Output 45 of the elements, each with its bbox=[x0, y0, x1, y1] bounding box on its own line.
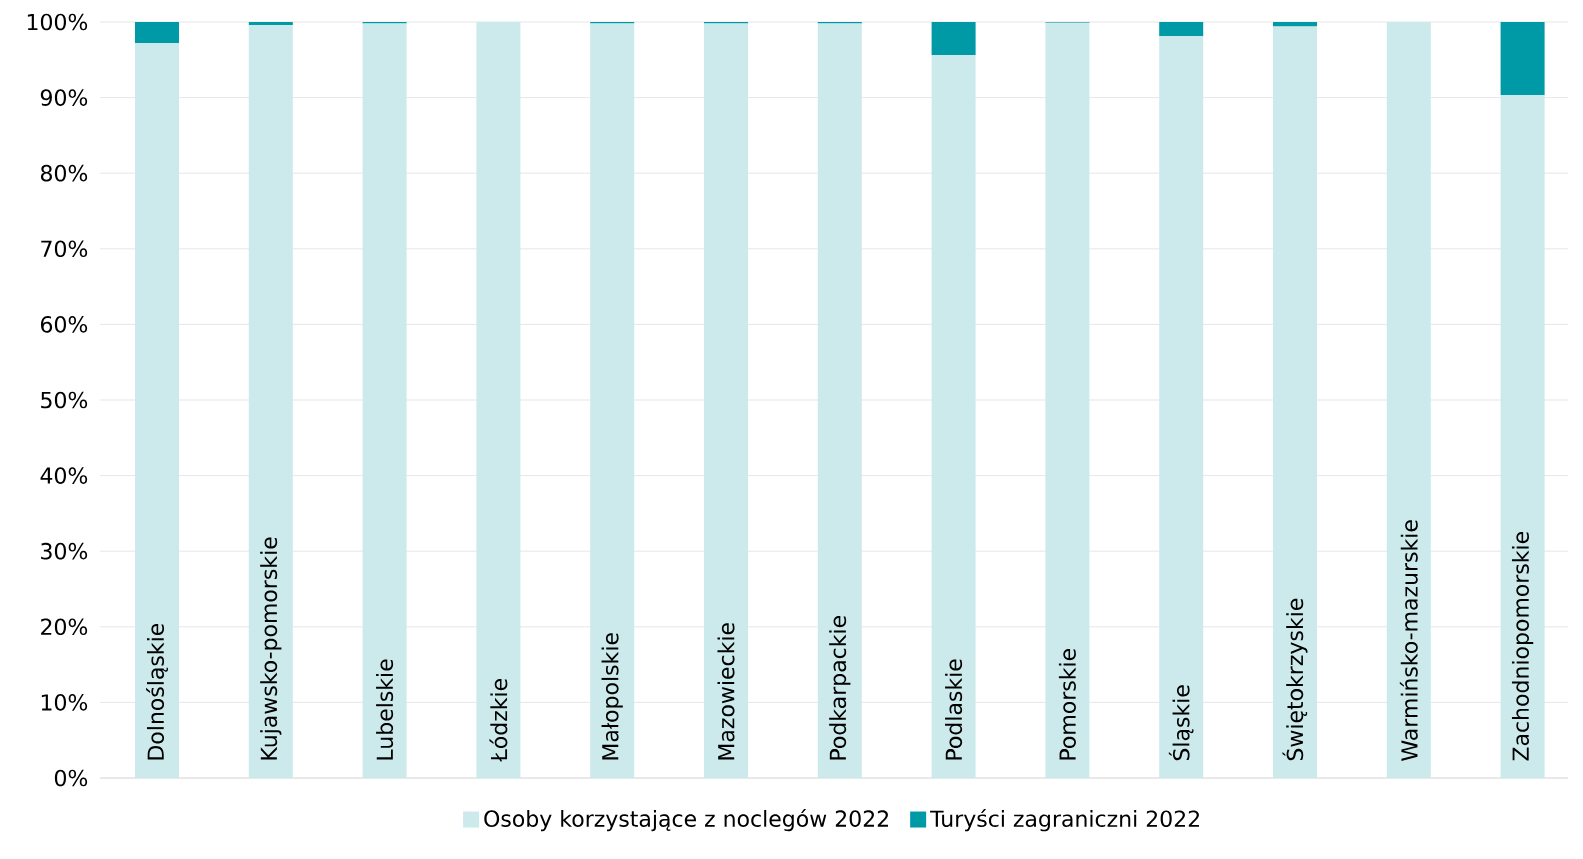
bar bbox=[1500, 95, 1545, 778]
y-tick-label: 90% bbox=[40, 89, 88, 106]
bar bbox=[135, 21, 179, 44]
x-tick-label: Świętokrzyskie bbox=[1282, 598, 1308, 761]
legend-label: Turyści zagraniczni 2022 bbox=[930, 809, 1199, 832]
bar bbox=[590, 23, 635, 778]
bar bbox=[931, 55, 976, 778]
bar bbox=[248, 25, 293, 778]
x-tick-label: Łódzkie bbox=[489, 679, 508, 762]
bar bbox=[1386, 21, 1431, 778]
legend-label: Osoby korzystające z noclegów 2022 bbox=[484, 809, 888, 832]
bar bbox=[1273, 21, 1317, 27]
x-tick-label: Warmińsko-mazurskie bbox=[1399, 520, 1418, 761]
y-tick-label: 60% bbox=[41, 316, 88, 333]
y-tick-label: 20% bbox=[41, 618, 88, 636]
bar bbox=[704, 23, 748, 778]
bar bbox=[1500, 21, 1545, 96]
x-tick-label: Dolnośląskie bbox=[146, 623, 168, 760]
x-tick-label: Śląskie bbox=[1168, 685, 1194, 761]
x-tick-label: Podlaskie bbox=[945, 659, 963, 760]
y-tick-label: 50% bbox=[41, 391, 88, 409]
x-tick-label: Mazowieckie bbox=[717, 623, 735, 760]
y-tick-label: 0% bbox=[54, 769, 88, 787]
x-tick-label: Kujawsko-pomorskie bbox=[260, 537, 282, 760]
bar bbox=[1159, 21, 1204, 37]
x-tick-label: Pomorskie bbox=[1058, 649, 1076, 760]
x-tick-label: Podkarpackie bbox=[829, 616, 851, 760]
y-tick-label: 40% bbox=[40, 467, 88, 484]
bar bbox=[817, 23, 862, 778]
bar bbox=[248, 21, 293, 26]
bar bbox=[931, 21, 976, 56]
bar bbox=[135, 43, 179, 778]
bar bbox=[1273, 26, 1317, 778]
x-tick-label: Lubelskie bbox=[376, 659, 394, 760]
x-tick-label: Małopolskie bbox=[601, 633, 623, 760]
x-tick-label: Zachodniopomorskie bbox=[1511, 531, 1534, 761]
bar bbox=[476, 21, 521, 778]
y-tick-label: 10% bbox=[41, 694, 88, 711]
bar bbox=[1045, 22, 1090, 778]
bar bbox=[362, 23, 407, 778]
bar bbox=[1159, 36, 1204, 778]
y-tick-label: 100% bbox=[27, 13, 88, 31]
y-tick-label: 30% bbox=[41, 542, 88, 560]
y-tick-label: 70% bbox=[41, 240, 88, 258]
y-tick-label: 80% bbox=[40, 164, 88, 182]
